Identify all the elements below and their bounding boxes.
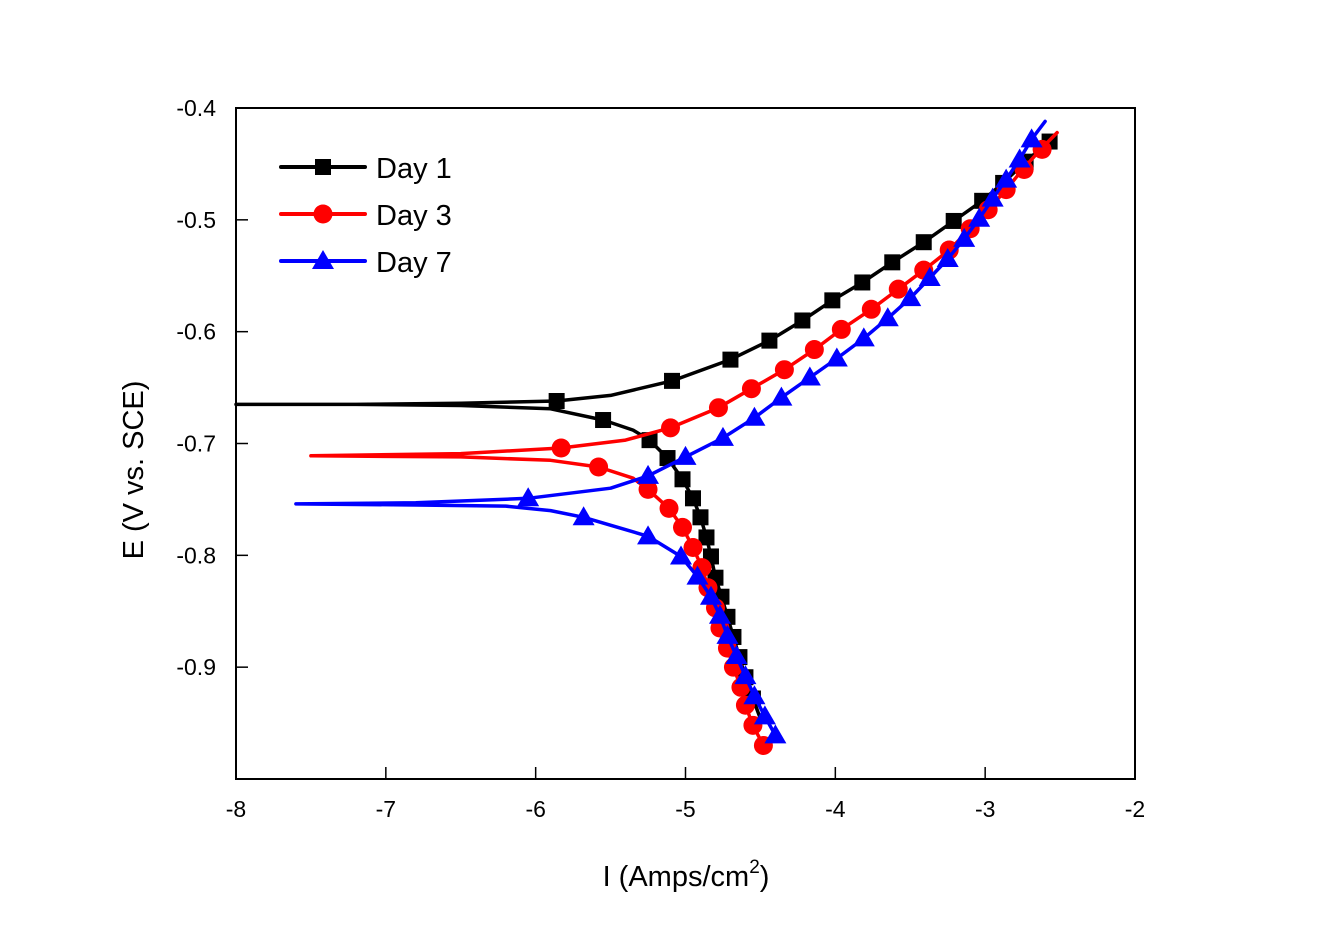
data-point (661, 418, 681, 438)
data-point (825, 347, 848, 367)
y-tick-label: -0.5 (176, 207, 216, 233)
x-tick-label: -5 (675, 796, 695, 822)
legend-marker (313, 204, 333, 224)
data-point (692, 509, 709, 526)
data-point (722, 351, 739, 368)
x-axis-title-superscript: 2 (749, 857, 760, 878)
legend-marker (312, 250, 334, 269)
data-point (659, 498, 679, 518)
x-tick-label: -4 (825, 796, 846, 822)
data-point (953, 227, 976, 247)
y-tick-label: -0.9 (176, 654, 216, 680)
data-point (683, 538, 703, 558)
x-axis-title-main: I (Amps/cm (603, 861, 750, 893)
data-point (1008, 148, 1031, 168)
data-point (548, 393, 565, 410)
data-point (716, 624, 739, 644)
y-axis: -0.4 -0.5 -0.6 -0.7 -0.8 -0.9 (176, 95, 248, 680)
data-point (854, 274, 871, 291)
data-point (831, 319, 851, 339)
data-point (638, 479, 658, 499)
data-point (711, 426, 734, 446)
legend: Day 1 Day 3 Day 7 (279, 153, 452, 279)
series-layer (234, 119, 1059, 755)
legend-label: Day 1 (376, 153, 452, 185)
x-tick-label: -8 (226, 796, 246, 822)
data-point (664, 372, 681, 389)
data-point (734, 665, 757, 685)
data-point (743, 685, 766, 705)
data-point (981, 187, 1004, 207)
data-point (743, 406, 766, 426)
data-point (918, 266, 941, 286)
data-point (686, 565, 709, 585)
data-point (876, 307, 899, 327)
data-point (670, 545, 693, 565)
data-point (915, 234, 932, 251)
data-point (899, 287, 922, 307)
legend-label: Day 3 (376, 200, 452, 232)
data-point (725, 644, 748, 664)
data-point (995, 168, 1018, 188)
data-point (517, 487, 540, 507)
y-tick-label: -0.4 (176, 95, 216, 121)
legend-item: Day 1 (279, 153, 452, 185)
data-point (936, 247, 959, 267)
data-point (770, 386, 793, 406)
data-point (673, 517, 693, 537)
data-point (888, 279, 908, 299)
data-point (824, 292, 841, 309)
data-point (852, 327, 875, 347)
data-point (637, 464, 660, 484)
data-point (572, 506, 595, 526)
data-point (761, 332, 778, 349)
data-point (968, 207, 991, 227)
data-point (764, 724, 787, 744)
y-tick-label: -0.7 (176, 431, 216, 457)
data-point (708, 398, 728, 418)
x-tick-label: -3 (975, 796, 995, 822)
y-axis-title: E (V vs. SCE) (118, 381, 150, 560)
data-point (753, 705, 776, 725)
data-point (595, 412, 612, 429)
data-point (551, 438, 571, 458)
data-point (698, 529, 715, 546)
x-tick-label: -6 (525, 796, 545, 822)
x-tick-label: -2 (1125, 796, 1145, 822)
data-point (945, 212, 962, 229)
data-point (798, 366, 821, 386)
legend-marker (315, 159, 331, 175)
x-axis-title-suffix: ) (760, 861, 770, 893)
legend-item: Day 3 (279, 200, 452, 232)
data-point (708, 604, 731, 624)
series-day-7 (294, 119, 1047, 744)
data-point (684, 490, 701, 507)
data-point (884, 254, 901, 271)
data-point (589, 457, 609, 477)
data-point (674, 471, 691, 488)
y-tick-label: -0.6 (176, 319, 216, 345)
legend-item: Day 7 (279, 247, 452, 279)
data-point (861, 299, 881, 319)
data-point (741, 379, 761, 399)
data-point (794, 312, 811, 329)
data-point (699, 585, 722, 605)
data-point (774, 360, 794, 380)
x-axis: -8 -7 -6 -5 -4 -3 -2 (226, 767, 1145, 822)
data-point (1020, 128, 1043, 148)
x-tick-label: -7 (376, 796, 396, 822)
legend-label: Day 7 (376, 247, 452, 279)
data-point (804, 340, 824, 360)
data-point (637, 525, 660, 545)
y-tick-label: -0.8 (176, 542, 216, 568)
data-point (674, 445, 697, 465)
x-axis-title: I (Amps/cm2) (603, 857, 770, 893)
